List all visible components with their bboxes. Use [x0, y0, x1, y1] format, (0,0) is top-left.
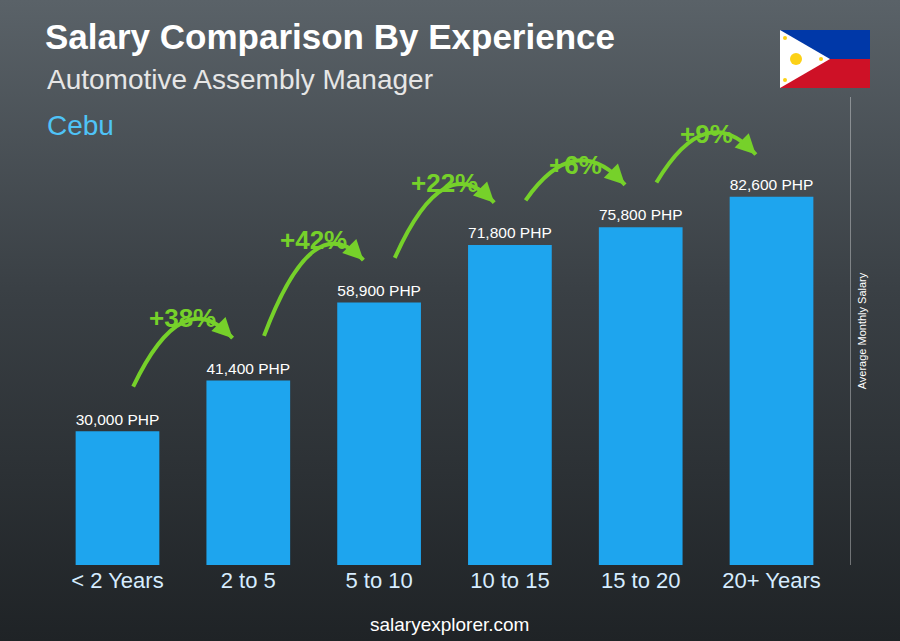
svg-text:41,400 PHP: 41,400 PHP	[206, 360, 290, 377]
svg-text:Average Monthly Salary: Average Monthly Salary	[856, 272, 868, 389]
svg-text:+42%: +42%	[280, 225, 347, 255]
svg-text:75,800 PHP: 75,800 PHP	[599, 206, 683, 223]
svg-text:salaryexplorer.com: salaryexplorer.com	[370, 614, 529, 635]
svg-text:Cebu: Cebu	[47, 110, 114, 141]
svg-text:+6%: +6%	[549, 150, 602, 180]
svg-text:+9%: +9%	[680, 119, 733, 149]
svg-text:+22%: +22%	[411, 168, 478, 198]
svg-text:58,900 PHP: 58,900 PHP	[337, 282, 421, 299]
svg-text:< 2 Years: < 2 Years	[71, 568, 163, 593]
svg-text:71,800 PHP: 71,800 PHP	[468, 224, 552, 241]
svg-text:+38%: +38%	[149, 303, 216, 333]
svg-text:20+ Years: 20+ Years	[722, 568, 820, 593]
svg-text:82,600 PHP: 82,600 PHP	[730, 176, 814, 193]
svg-text:5 to 10: 5 to 10	[345, 568, 412, 593]
svg-text:2 to 5: 2 to 5	[221, 568, 276, 593]
svg-text:30,000 PHP: 30,000 PHP	[76, 411, 160, 428]
svg-text:Automotive Assembly Manager: Automotive Assembly Manager	[47, 64, 433, 95]
svg-text:10 to 15: 10 to 15	[470, 568, 550, 593]
svg-text:Salary Comparison By Experienc: Salary Comparison By Experience	[45, 17, 615, 56]
svg-text:15 to 20: 15 to 20	[601, 568, 681, 593]
